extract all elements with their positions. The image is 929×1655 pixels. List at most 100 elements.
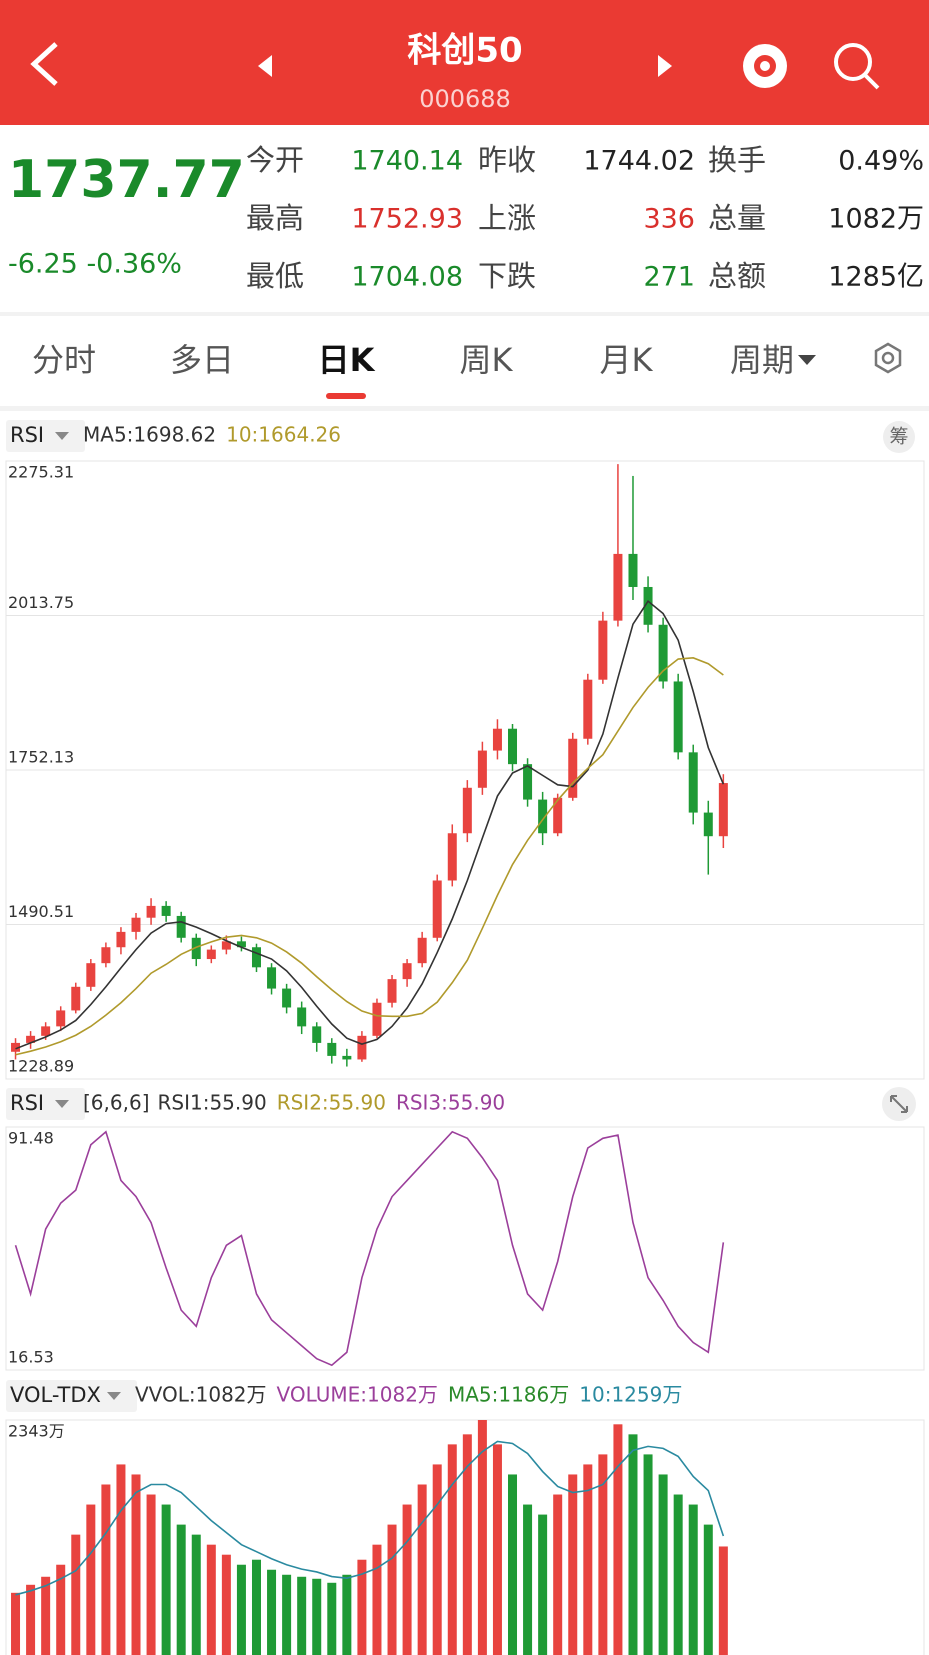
ma5-line	[15, 599, 725, 1050]
search-button[interactable]	[834, 43, 880, 90]
tab[interactable]: 多日	[170, 341, 234, 379]
volume-bar	[477, 1420, 487, 1655]
legend-item: MA5:1186万	[448, 1383, 569, 1407]
tab[interactable]: 日K	[318, 341, 376, 379]
indicator-select[interactable]	[6, 420, 85, 452]
candle-body	[161, 905, 171, 916]
legend-item: RSI3:55.90	[396, 1091, 505, 1115]
ma10-line	[15, 657, 724, 1056]
candle-body	[372, 1002, 382, 1036]
candle-body	[568, 738, 578, 798]
volume-bar	[251, 1559, 261, 1655]
volume-bar	[568, 1474, 578, 1655]
volume-bar	[176, 1524, 186, 1655]
prev-button[interactable]	[258, 55, 272, 77]
stat-value: 1285亿	[828, 262, 924, 293]
volume-bar	[191, 1534, 201, 1655]
volume-bar	[342, 1574, 352, 1655]
volume-bar	[462, 1434, 472, 1655]
volume-bar	[417, 1484, 427, 1655]
candle-body	[41, 1026, 51, 1036]
candle-body	[718, 783, 728, 837]
volume-bar	[131, 1474, 141, 1655]
candle-body	[116, 931, 126, 948]
candle-body	[236, 941, 246, 948]
candle-body	[643, 586, 653, 625]
indicator-select[interactable]	[6, 1380, 137, 1412]
candle-body	[146, 905, 156, 918]
volume-bar	[221, 1554, 231, 1655]
stat-label: 今开	[246, 143, 304, 177]
volume-bar	[658, 1474, 668, 1655]
rsi-line	[14, 1130, 725, 1367]
candle-body	[703, 812, 713, 837]
volume-bar	[56, 1564, 66, 1655]
candle-body	[267, 967, 277, 989]
volume-bar	[312, 1578, 322, 1655]
indicator-name: RSI	[10, 1091, 44, 1115]
divider	[0, 312, 929, 316]
stat-label: 总量	[708, 201, 766, 235]
volume-bar	[161, 1504, 171, 1655]
candle-body	[251, 947, 261, 968]
stat-label: 换手	[708, 143, 766, 177]
settings-button[interactable]	[874, 342, 902, 374]
volume-bar	[297, 1576, 307, 1655]
indicator-select[interactable]	[6, 1088, 85, 1120]
tab[interactable]: 月K	[600, 341, 654, 379]
y-tick-label: 2343万	[8, 1422, 65, 1441]
volume-bar	[146, 1494, 156, 1655]
volume-bar	[643, 1454, 653, 1655]
candle-body	[598, 620, 608, 680]
candle-body	[176, 915, 186, 938]
stat-label: 总额	[708, 259, 766, 293]
candle-body	[658, 624, 668, 682]
candle-body	[553, 797, 563, 834]
volume-bar	[206, 1544, 216, 1655]
volume-bar	[282, 1574, 292, 1655]
stat-label: 最低	[246, 259, 304, 293]
candle-body	[508, 728, 518, 765]
volume-bar	[41, 1576, 51, 1655]
dropdown-arrow	[55, 1100, 69, 1108]
dropdown-arrow	[798, 355, 816, 365]
volume-bar	[26, 1584, 36, 1655]
candle-body	[417, 937, 427, 964]
legend-item: VOLUME:1082万	[277, 1383, 438, 1407]
candle-body	[312, 1026, 322, 1043]
candle-body	[583, 679, 593, 739]
candle-body	[327, 1042, 337, 1056]
volume-bar	[116, 1464, 126, 1655]
volume-bar	[688, 1504, 698, 1655]
price: 1737.77	[8, 150, 245, 210]
badge[interactable]	[883, 421, 915, 453]
next-button[interactable]	[658, 55, 672, 77]
candle-body	[387, 979, 397, 1003]
volume-bar	[583, 1464, 593, 1655]
tab[interactable]: 分时	[32, 341, 96, 379]
candle-body	[447, 833, 457, 881]
volume-bar	[432, 1464, 442, 1655]
stat-value: 271	[643, 262, 695, 293]
y-tick-label: 1490.51	[8, 902, 74, 921]
volume-bar	[71, 1534, 81, 1655]
candle-body	[26, 1035, 36, 1043]
tab[interactable]: 周期	[730, 341, 794, 379]
volume-bar	[703, 1524, 713, 1655]
legend-item: RSI1:55.90	[158, 1091, 267, 1115]
volume-bar	[236, 1564, 246, 1655]
volume-bar	[538, 1514, 548, 1655]
volume-bar	[11, 1592, 21, 1655]
y-tick-label: 91.48	[8, 1129, 54, 1148]
candle-body	[492, 728, 502, 751]
title: 科创50	[407, 31, 522, 71]
candle-body	[477, 750, 487, 788]
expand-icon	[890, 1095, 908, 1113]
tab[interactable]: 周K	[460, 341, 514, 379]
candle-body	[101, 947, 111, 964]
volume-bar	[101, 1484, 111, 1655]
candle-body	[538, 799, 548, 834]
back-button[interactable]	[30, 42, 58, 86]
mascot-icon[interactable]	[743, 44, 787, 88]
